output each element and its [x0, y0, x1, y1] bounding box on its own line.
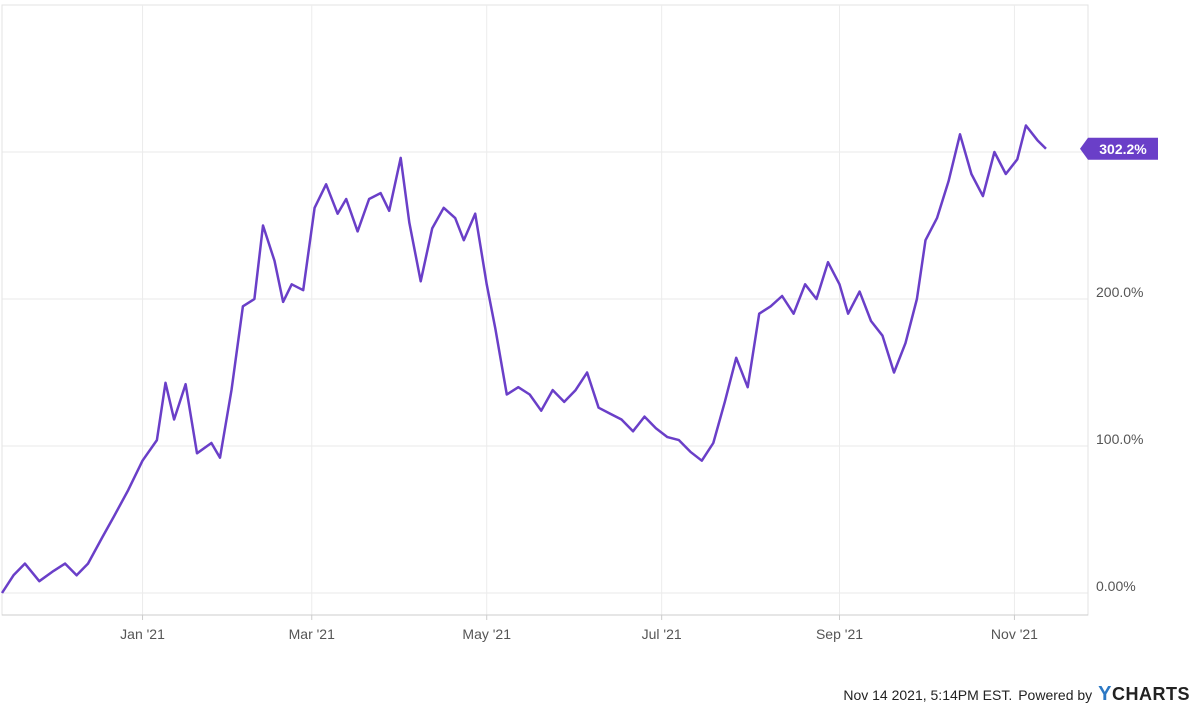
plot-frame [1, 4, 1089, 616]
ycharts-logo-text: CHARTS [1112, 684, 1190, 704]
y-tick-label: 100.0% [1096, 431, 1143, 447]
x-tick-label: Mar '21 [289, 626, 335, 642]
powered-by-text: Powered by [1018, 686, 1093, 703]
x-tick-label: May '21 [462, 626, 511, 642]
y-tick-label: 200.0% [1096, 284, 1143, 300]
chart-footer: Nov 14 2021, 5:14PM EST. Powered by Y CH… [843, 683, 1190, 706]
last-value-badge [1080, 137, 1158, 160]
timestamp: Nov 14 2021, 5:14PM EST. [843, 686, 1013, 703]
ycharts-logo-y: Y [1098, 683, 1112, 705]
ycharts-logo: Y CHARTS [1094, 683, 1190, 706]
line-chart: 0.00% 100.0% 200.0% Jan '21 Mar '21 May '21 Ju… [0, 4, 1158, 642]
last-value-label: 302.2% [1099, 141, 1147, 157]
series-line [0, 124, 1047, 594]
x-tick-label: Jul '21 [642, 626, 682, 642]
x-tick-label: Nov '21 [991, 626, 1038, 642]
x-tick-label: Sep '21 [816, 626, 863, 642]
y-tick-label: 0.00% [1096, 578, 1136, 594]
chart: 0.00% 100.0% 200.0% Jan '21 Mar '21 May '21 Ju… [0, 4, 1158, 642]
x-tick-label: Jan '21 [120, 626, 165, 642]
